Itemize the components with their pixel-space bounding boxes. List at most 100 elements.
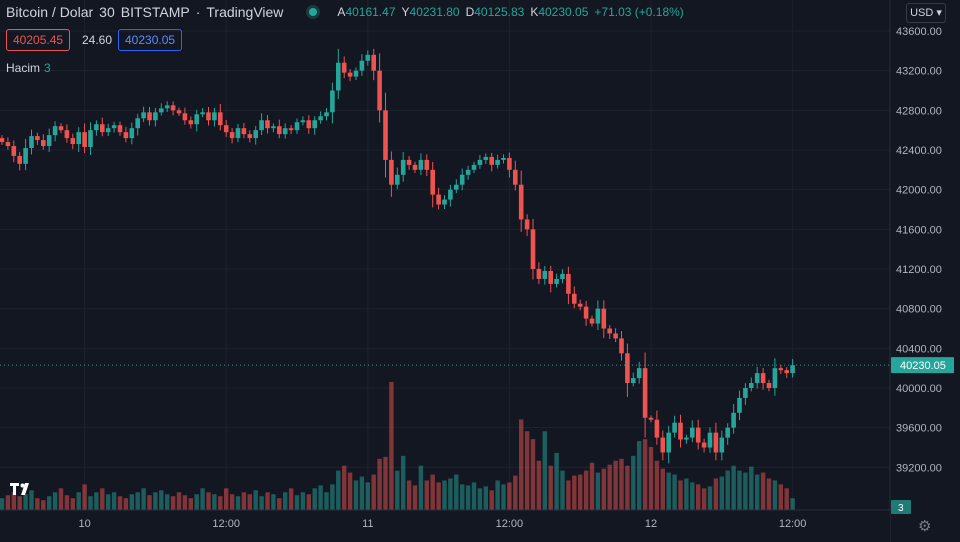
chevron-down-icon: ▾ <box>933 7 942 19</box>
volume-bar <box>35 498 40 510</box>
time-axis-bg <box>0 510 890 542</box>
volume-bar <box>29 490 34 510</box>
candle-body <box>713 432 719 453</box>
candle <box>35 132 40 145</box>
candle <box>194 109 199 132</box>
close-key: K <box>530 5 539 19</box>
candle-body <box>613 333 618 339</box>
candle-body <box>288 128 294 131</box>
candle <box>105 123 111 137</box>
candle-body <box>5 142 11 147</box>
volume-bar <box>277 498 282 510</box>
candle-body <box>170 105 176 111</box>
candle <box>395 167 400 190</box>
candle <box>182 107 188 125</box>
gear-icon[interactable]: ⚙ <box>918 518 932 535</box>
candle <box>147 107 152 126</box>
header-separator: · <box>195 4 201 20</box>
volume-bar <box>648 446 654 510</box>
candle <box>229 127 235 144</box>
candle <box>206 107 211 126</box>
volume-bar <box>542 431 547 510</box>
candle-body <box>477 159 483 165</box>
volume-bar <box>725 470 730 510</box>
candle <box>690 420 695 443</box>
candle-body <box>377 70 382 111</box>
candle <box>200 108 205 118</box>
candle <box>548 265 553 293</box>
open-key: A <box>337 5 346 19</box>
candle <box>430 161 435 208</box>
candle-body <box>471 164 477 170</box>
candle <box>365 50 371 66</box>
x-tick-label: 11 <box>362 518 373 530</box>
tradingview-logo-icon[interactable] <box>9 480 35 498</box>
candle <box>754 366 760 389</box>
volume-legend[interactable]: Hacim 3 <box>6 61 51 75</box>
volume-bar <box>165 494 170 510</box>
candle <box>135 113 140 136</box>
y-tick-label: 42000.00 <box>896 185 942 197</box>
volume-bar <box>58 488 64 510</box>
candle <box>566 266 571 305</box>
volume-bar <box>707 486 713 510</box>
candle <box>454 179 459 194</box>
volume-bar <box>436 482 441 510</box>
candle-body <box>282 128 288 135</box>
candle-body <box>70 138 76 145</box>
candle-body <box>583 306 589 319</box>
candle <box>501 154 506 164</box>
volume-bar <box>117 496 123 510</box>
volume-value: 3 <box>44 61 51 75</box>
candle <box>660 430 666 461</box>
candle <box>271 123 276 133</box>
volume-bar <box>300 492 306 510</box>
candle-body <box>235 128 241 139</box>
interval[interactable]: 30 <box>99 4 115 20</box>
candle-body <box>353 70 359 77</box>
candle <box>684 434 689 444</box>
sell-price-button[interactable]: 40205.45 <box>6 29 71 51</box>
candle-body <box>772 368 778 388</box>
volume-bar <box>218 496 223 510</box>
candle-body <box>265 120 270 129</box>
volume-bar <box>418 465 424 510</box>
candle-body <box>400 159 406 175</box>
y-tick-label: 43600.00 <box>896 26 942 38</box>
last-price-badge <box>891 357 954 374</box>
candle-body <box>790 365 795 374</box>
volume-bar <box>554 452 559 510</box>
candle-body <box>241 128 247 135</box>
volume-bar <box>784 488 789 510</box>
price-change: +71.03 (+0.18%) <box>594 5 684 19</box>
volume-bar <box>347 472 353 510</box>
candle-body <box>0 138 5 143</box>
volume-bar <box>578 474 583 510</box>
candle <box>707 427 713 453</box>
candle-body <box>406 159 412 165</box>
volume-bar <box>153 492 158 510</box>
candle <box>448 184 453 207</box>
symbol-name[interactable]: Bitcoin / Dolar <box>6 4 94 20</box>
y-tick-label: 42800.00 <box>896 105 942 117</box>
volume-bar <box>5 495 11 510</box>
candle-body <box>82 132 87 148</box>
volume-bar <box>755 474 760 510</box>
candle <box>442 195 447 209</box>
volume-bar <box>389 382 394 510</box>
volume-bar <box>519 419 524 510</box>
y-tick-label: 42400.00 <box>896 145 942 157</box>
candle-body <box>454 184 459 190</box>
candle-body <box>672 422 677 433</box>
candle <box>530 218 536 280</box>
candle-body <box>465 169 471 175</box>
y-tick-label: 43200.00 <box>896 66 942 78</box>
currency-dropdown[interactable]: USD ▾ <box>906 3 946 23</box>
candle <box>648 415 654 423</box>
candle-body <box>330 90 335 113</box>
candle <box>159 103 164 116</box>
buy-price-button[interactable]: 40230.05 <box>118 29 183 51</box>
candle-body <box>660 437 666 453</box>
volume-bar <box>790 498 795 510</box>
